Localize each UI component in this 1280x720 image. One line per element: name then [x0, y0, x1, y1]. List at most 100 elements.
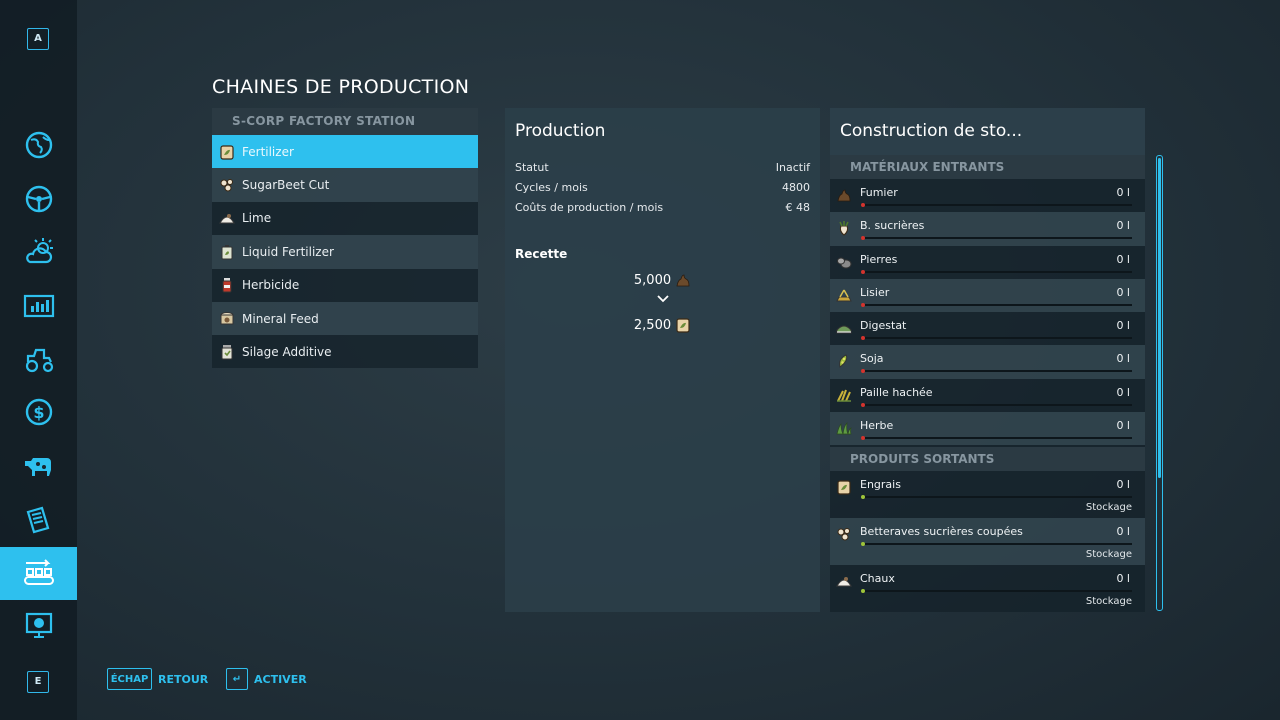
input-name: Fumier: [860, 186, 898, 199]
scrollbar-thumb[interactable]: [1158, 158, 1161, 478]
list-item-label: Lime: [242, 211, 271, 225]
nav-vehicles-button[interactable]: [0, 174, 77, 227]
help-icon: [22, 608, 56, 646]
costs-value: € 48: [786, 201, 811, 214]
recipe-output-amount: 2,500: [634, 318, 671, 333]
next-page-key-hint[interactable]: E: [27, 671, 49, 693]
list-item-silage-additive[interactable]: Silage Additive: [212, 335, 478, 368]
chevron-down-icon: [656, 293, 670, 308]
weather-icon: [22, 235, 56, 273]
input-row-b-sucrieres: B. sucrières 0 l: [830, 212, 1145, 245]
recipe-input: 5,000: [505, 272, 820, 288]
inputs-header: MATÉRIAUX ENTRANTS: [830, 155, 1145, 179]
storage-panel: Construction de sto... MATÉRIAUX ENTRANT…: [830, 108, 1145, 612]
digestate-icon: [836, 320, 852, 336]
input-value: 0 l: [1116, 386, 1130, 399]
list-item-herbicide[interactable]: Herbicide: [212, 269, 478, 302]
liquid-fertilizer-icon: [219, 244, 235, 260]
nav-production-button[interactable]: [0, 547, 77, 600]
status-value: Inactif: [776, 161, 810, 174]
nav-help-button[interactable]: [0, 600, 77, 653]
soybean-icon: [836, 353, 852, 369]
output-mode[interactable]: Stockage: [1086, 596, 1132, 607]
fertilizer-bag-icon: [675, 317, 691, 333]
sugarbeet-cut-icon: [219, 177, 235, 193]
output-name: Betteraves sucrières coupées: [860, 525, 1023, 538]
output-row-betteraves: Betteraves sucrières coupées 0 l Stockag…: [830, 518, 1145, 565]
fill-level-bar: [861, 337, 1132, 339]
svg-text:$: $: [33, 403, 44, 422]
nav-weather-button[interactable]: [0, 227, 77, 280]
manure-icon: [675, 272, 691, 288]
recipe-label: Recette: [515, 247, 567, 261]
nav-garage-button[interactable]: [0, 334, 77, 387]
fill-level-bar: [861, 590, 1132, 592]
stones-icon: [836, 254, 852, 270]
silage-additive-icon: [219, 344, 235, 360]
globe-icon: [22, 128, 56, 166]
fill-level-bar: [861, 237, 1132, 239]
back-key-hint[interactable]: ÉCHAP: [107, 668, 152, 690]
recipe-input-amount: 5,000: [634, 273, 671, 288]
outputs-header: PRODUITS SORTANTS: [830, 447, 1145, 471]
input-value: 0 l: [1116, 253, 1130, 266]
lime-icon: [219, 210, 235, 226]
status-row: Statut Inactif: [515, 161, 810, 174]
input-value: 0 l: [1116, 186, 1130, 199]
status-label: Statut: [515, 161, 549, 174]
activate-button[interactable]: ACTIVER: [254, 673, 307, 686]
page-title: CHAINES DE PRODUCTION: [212, 76, 469, 98]
list-item-lime[interactable]: Lime: [212, 202, 478, 235]
cow-icon: [22, 449, 56, 487]
nav-contracts-button[interactable]: [0, 494, 77, 547]
input-row-herbe: Herbe 0 l: [830, 412, 1145, 445]
input-row-digestat: Digestat 0 l: [830, 312, 1145, 345]
nav-finances-button[interactable]: $: [0, 387, 77, 440]
input-value: 0 l: [1116, 319, 1130, 332]
costs-row: Coûts de production / mois € 48: [515, 201, 810, 214]
panel-title: Production: [515, 121, 605, 141]
fill-level-bar: [861, 271, 1132, 273]
storage-scrollbar[interactable]: [1156, 155, 1163, 611]
nav-statistics-button[interactable]: [0, 281, 77, 334]
list-item-label: Liquid Fertilizer: [242, 245, 334, 259]
recipe-arrow: [505, 293, 820, 308]
mineral-feed-icon: [219, 311, 235, 327]
output-name: Chaux: [860, 572, 895, 585]
output-name: Engrais: [860, 478, 901, 491]
enter-key-icon[interactable]: ↵: [226, 668, 248, 690]
output-mode[interactable]: Stockage: [1086, 549, 1132, 560]
list-item-label: Silage Additive: [242, 345, 332, 359]
input-name: B. sucrières: [860, 219, 924, 232]
input-row-lisier: Lisier 0 l: [830, 279, 1145, 312]
sidebar: A $ E: [0, 0, 77, 720]
slurry-icon: [836, 287, 852, 303]
list-item-label: SugarBeet Cut: [242, 178, 329, 192]
fill-level-bar: [861, 437, 1132, 439]
list-item-label: Herbicide: [242, 278, 299, 292]
fill-level-bar: [861, 204, 1132, 206]
input-value: 0 l: [1116, 352, 1130, 365]
list-item-liquid-fertilizer[interactable]: Liquid Fertilizer: [212, 235, 478, 268]
prev-page-key-hint[interactable]: A: [27, 28, 49, 50]
output-value: 0 l: [1116, 478, 1130, 491]
list-item-fertilizer[interactable]: Fertilizer: [212, 135, 478, 168]
output-value: 0 l: [1116, 572, 1130, 585]
fill-level-bar: [861, 304, 1132, 306]
nav-animals-button[interactable]: [0, 441, 77, 494]
input-row-soja: Soja 0 l: [830, 345, 1145, 378]
cycles-value: 4800: [782, 181, 810, 194]
chopped-straw-icon: [836, 387, 852, 403]
list-item-mineral-feed[interactable]: Mineral Feed: [212, 302, 478, 335]
nav-map-button[interactable]: [0, 120, 77, 173]
list-item-label: Mineral Feed: [242, 312, 319, 326]
input-row-paille-hachee: Paille hachée 0 l: [830, 379, 1145, 412]
back-button[interactable]: RETOUR: [158, 673, 208, 686]
output-row-engrais: Engrais 0 l Stockage: [830, 471, 1145, 518]
fertilizer-bag-icon: [836, 479, 852, 495]
fill-level-bar: [861, 543, 1132, 545]
input-value: 0 l: [1116, 419, 1130, 432]
output-mode[interactable]: Stockage: [1086, 502, 1132, 513]
list-item-sugarbeet-cut[interactable]: SugarBeet Cut: [212, 168, 478, 201]
fill-level-bar: [861, 496, 1132, 498]
